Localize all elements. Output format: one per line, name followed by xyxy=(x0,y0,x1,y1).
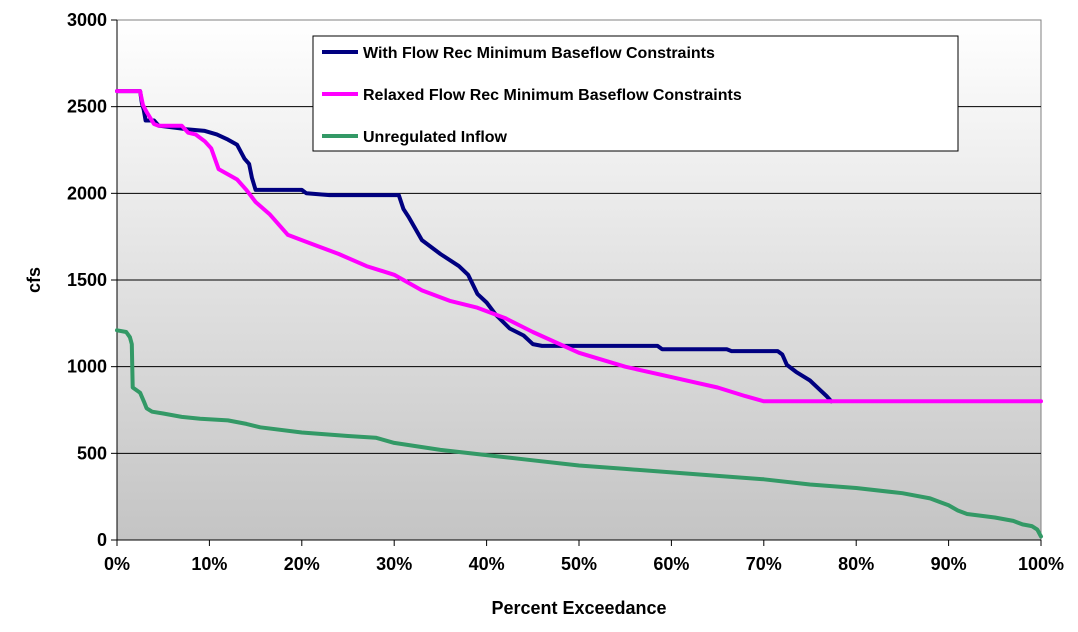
x-tick-label: 0% xyxy=(104,554,130,574)
y-tick-label: 3000 xyxy=(67,10,107,30)
x-tick-label: 60% xyxy=(653,554,689,574)
y-tick-label: 0 xyxy=(97,530,107,550)
y-tick-label: 2000 xyxy=(67,183,107,203)
y-axis-title: cfs xyxy=(24,267,44,293)
x-tick-label: 10% xyxy=(191,554,227,574)
tick-labels: 0 500 1000 1500 2000 2500 3000 0% 10% 20% 30% 40% 50… xyxy=(67,10,1064,574)
axes xyxy=(111,19,1042,546)
y-tick-label: 1000 xyxy=(67,357,107,377)
series-line-unregulated-inflow xyxy=(115,328,1043,539)
series-line-relaxed-flow-rec xyxy=(115,89,1043,404)
x-tick-label: 80% xyxy=(838,554,874,574)
x-tick-label: 50% xyxy=(561,554,597,574)
series-lines xyxy=(115,89,1043,539)
legend-label-unregulated-inflow: Unregulated Inflow xyxy=(363,129,508,146)
x-axis-title: Percent Exceedance xyxy=(491,598,666,618)
x-tick-label: 90% xyxy=(931,554,967,574)
x-tick-label: 20% xyxy=(284,554,320,574)
x-tick-label: 70% xyxy=(746,554,782,574)
series-line-with-flow-rec xyxy=(115,89,834,404)
legend: With Flow Rec Minimum Baseflow Constrain… xyxy=(312,35,959,152)
y-tick-label: 1500 xyxy=(67,270,107,290)
legend-label-relaxed-flow-rec: Relaxed Flow Rec Minimum Baseflow Constr… xyxy=(363,87,742,104)
y-tick-label: 500 xyxy=(77,443,107,463)
x-tick-label: 30% xyxy=(376,554,412,574)
legend-label-with-flow-rec: With Flow Rec Minimum Baseflow Constrain… xyxy=(363,45,715,62)
y-tick-label: 2500 xyxy=(67,97,107,117)
x-tick-label: 40% xyxy=(469,554,505,574)
legend-box xyxy=(312,35,959,152)
x-tick-label: 100% xyxy=(1018,554,1064,574)
